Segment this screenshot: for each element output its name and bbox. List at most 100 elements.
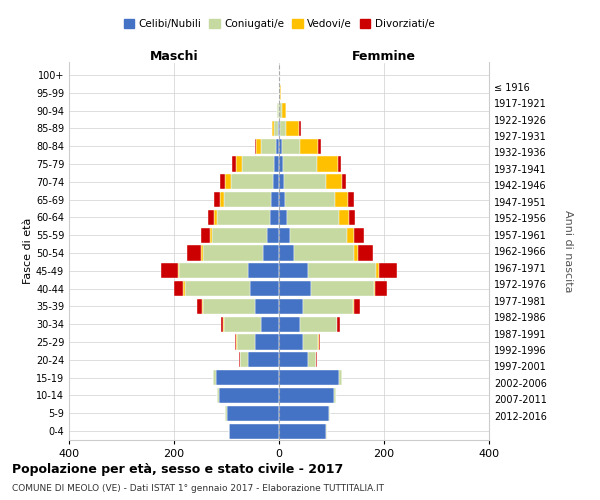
Bar: [279, 281, 311, 296]
Bar: [302, 334, 319, 349]
Bar: [226, 174, 231, 190]
Bar: [349, 210, 355, 225]
Bar: [279, 228, 290, 243]
Bar: [197, 299, 202, 314]
Bar: [226, 406, 227, 421]
Bar: [319, 138, 321, 154]
Bar: [277, 103, 279, 118]
Bar: [236, 156, 242, 172]
Bar: [300, 316, 337, 332]
Bar: [229, 424, 279, 438]
Bar: [272, 121, 274, 136]
Bar: [248, 264, 279, 278]
Bar: [268, 228, 279, 243]
Bar: [185, 281, 250, 296]
Bar: [260, 138, 277, 154]
Bar: [281, 103, 286, 118]
Bar: [354, 246, 358, 260]
Bar: [279, 174, 284, 190]
Bar: [286, 121, 299, 136]
Bar: [302, 299, 353, 314]
Bar: [335, 192, 348, 207]
Text: Popolazione per età, sesso e stato civile - 2017: Popolazione per età, sesso e stato civil…: [12, 462, 343, 475]
Bar: [353, 228, 364, 243]
Bar: [379, 264, 397, 278]
Bar: [212, 228, 268, 243]
Bar: [280, 85, 281, 100]
Bar: [337, 316, 340, 332]
Bar: [217, 210, 269, 225]
Bar: [221, 316, 223, 332]
Bar: [279, 388, 334, 403]
Bar: [218, 388, 279, 403]
Bar: [178, 264, 179, 278]
Bar: [187, 246, 202, 260]
Bar: [214, 192, 220, 207]
Bar: [202, 299, 203, 314]
Bar: [375, 281, 386, 296]
Bar: [237, 334, 256, 349]
Bar: [260, 316, 279, 332]
Bar: [342, 174, 346, 190]
Bar: [256, 334, 279, 349]
Bar: [358, 246, 373, 260]
Bar: [319, 334, 320, 349]
Bar: [274, 156, 279, 172]
Bar: [317, 156, 338, 172]
Bar: [287, 210, 340, 225]
Bar: [256, 299, 279, 314]
Bar: [216, 370, 279, 385]
Bar: [279, 334, 302, 349]
Bar: [242, 156, 274, 172]
Bar: [279, 352, 308, 368]
Bar: [279, 299, 302, 314]
Bar: [279, 210, 287, 225]
Y-axis label: Anni di nascita: Anni di nascita: [563, 210, 574, 292]
Bar: [208, 210, 214, 225]
Bar: [279, 406, 329, 421]
Bar: [184, 281, 185, 296]
Bar: [220, 192, 224, 207]
Bar: [256, 138, 260, 154]
Bar: [300, 138, 319, 154]
Bar: [201, 228, 210, 243]
Bar: [224, 316, 260, 332]
Bar: [286, 192, 335, 207]
Bar: [308, 352, 316, 368]
Bar: [232, 156, 236, 172]
Bar: [250, 281, 279, 296]
Legend: Celibi/Nubili, Coniugati/e, Vedovi/e, Divorziati/e: Celibi/Nubili, Coniugati/e, Vedovi/e, Di…: [119, 15, 439, 33]
Bar: [334, 388, 336, 403]
Bar: [179, 264, 248, 278]
Bar: [353, 299, 360, 314]
Bar: [277, 138, 279, 154]
Bar: [279, 138, 281, 154]
Bar: [284, 174, 326, 190]
Bar: [373, 281, 375, 296]
Bar: [210, 228, 212, 243]
Bar: [274, 121, 278, 136]
Bar: [279, 156, 283, 172]
Bar: [279, 370, 340, 385]
Bar: [272, 174, 279, 190]
Bar: [202, 246, 203, 260]
Text: COMUNE DI MEOLO (VE) - Dati ISTAT 1° gennaio 2017 - Elaborazione TUTTITALIA.IT: COMUNE DI MEOLO (VE) - Dati ISTAT 1° gen…: [12, 484, 384, 493]
Bar: [347, 228, 353, 243]
Bar: [248, 352, 279, 368]
Bar: [279, 264, 308, 278]
Bar: [348, 192, 353, 207]
Bar: [279, 103, 281, 118]
Bar: [279, 85, 280, 100]
Bar: [203, 246, 263, 260]
Text: Maschi: Maschi: [149, 50, 199, 64]
Bar: [294, 246, 354, 260]
Bar: [279, 121, 280, 136]
Bar: [239, 352, 248, 368]
Bar: [279, 246, 294, 260]
Bar: [235, 334, 236, 349]
Text: Femmine: Femmine: [352, 50, 416, 64]
Bar: [279, 316, 300, 332]
Bar: [214, 210, 217, 225]
Bar: [174, 281, 184, 296]
Bar: [214, 370, 216, 385]
